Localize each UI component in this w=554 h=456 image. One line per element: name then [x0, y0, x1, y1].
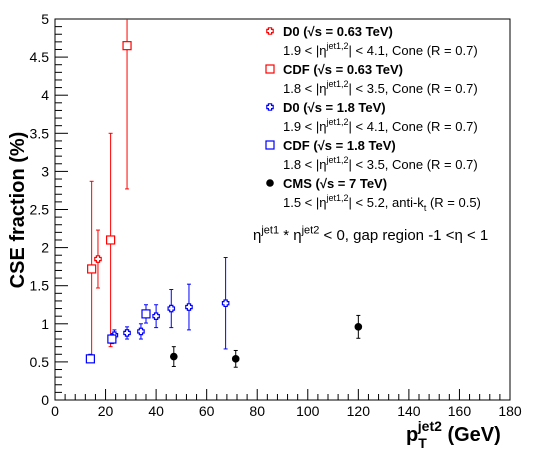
data-point — [221, 299, 230, 308]
x-tick-label: 40 — [148, 403, 164, 419]
legend-detail-4: 1.5 < |ηjet1,2| < 5.2, anti-kt (R = 0.5) — [283, 193, 481, 213]
data-point — [141, 309, 151, 319]
legend-detail-0: 1.9 < |ηjet1,2| < 4.1, Cone (R = 0.7) — [283, 41, 478, 58]
y-tick-label: 0 — [41, 392, 49, 408]
data-point — [231, 355, 240, 363]
x-tick-label: 60 — [199, 403, 215, 419]
legend-name-3: CDF (√s = 1.8 TeV) — [283, 138, 396, 153]
y-tick-label: 3.5 — [30, 125, 50, 141]
data-point — [170, 352, 178, 361]
legend-name-2: D0 (√s = 1.8 TeV) — [283, 100, 386, 115]
series-1 — [87, 19, 132, 358]
data-point — [137, 327, 145, 336]
x-tick-label: 160 — [448, 403, 472, 419]
legend-marker-2 — [266, 103, 274, 111]
y-tick-label: 0.5 — [30, 354, 50, 370]
data-point — [167, 304, 176, 313]
data-marks — [85, 19, 363, 368]
y-tick-label: 2.5 — [30, 202, 50, 218]
legend-detail-3: 1.8 < |ηjet1,2| < 3.5, Cone (R = 0.7) — [283, 155, 478, 172]
y-tick-label: 4 — [41, 87, 49, 103]
x-tick-label: 20 — [98, 403, 114, 419]
data-point — [85, 354, 95, 364]
data-point — [185, 303, 193, 311]
x-tick-label: 120 — [347, 403, 371, 419]
legend-marker-1 — [265, 64, 275, 74]
data-point — [87, 264, 97, 274]
legend-marker-3 — [265, 140, 275, 150]
x-tick-label: 100 — [296, 403, 320, 419]
y-tick-label: 4.5 — [30, 49, 50, 65]
y-tick-label: 3 — [41, 163, 49, 179]
data-point — [152, 312, 160, 320]
y-axis-title: CSE fraction (%) — [7, 132, 29, 289]
y-tick-label: 2 — [41, 240, 49, 256]
series-2 — [86, 257, 230, 363]
data-point — [354, 323, 363, 331]
data-point — [94, 255, 102, 263]
series-0 — [94, 229, 102, 289]
series-3 — [85, 304, 151, 364]
x-tick-label: 140 — [397, 403, 421, 419]
legend-detail-2: 1.9 < |ηjet1,2| < 4.1, Cone (R = 0.7) — [283, 117, 478, 134]
legend-name-4: CMS (√s = 7 TeV) — [283, 176, 387, 191]
legend-detail-1: 1.8 < |ηjet1,2| < 3.5, Cone (R = 0.7) — [283, 79, 478, 96]
axes: 0 20 40 60 80 100 120 140 160 180 0 0.5 1 1.5 2 2.5 3 3.5… — [30, 11, 522, 419]
legend-marker-4 — [266, 179, 274, 187]
gap-region-annotation: ηjet1 * ηjet2 < 0, gap region -1 <η < 1 — [253, 224, 488, 244]
x-axis-title: pTjet2 (GeV) — [406, 418, 501, 451]
x-tick-label: 80 — [249, 403, 265, 419]
legend-marker-0 — [266, 27, 274, 35]
data-point — [122, 41, 132, 51]
legend-name-0: D0 (√s = 0.63 TeV) — [283, 24, 393, 39]
y-tick-label: 5 — [41, 11, 49, 27]
y-tick-label: 1.5 — [30, 278, 50, 294]
y-tick-label: 1 — [41, 316, 49, 332]
data-point — [123, 329, 131, 337]
legend: D0 (√s = 0.63 TeV) 1.9 < |ηjet1,2| < 4.1,… — [265, 24, 481, 213]
x-tick-label: 180 — [498, 403, 522, 419]
data-point — [107, 334, 117, 344]
x-tick-label: 0 — [51, 403, 59, 419]
data-point — [106, 235, 116, 245]
legend-name-1: CDF (√s = 0.63 TeV) — [283, 62, 403, 77]
series-4 — [170, 314, 363, 368]
